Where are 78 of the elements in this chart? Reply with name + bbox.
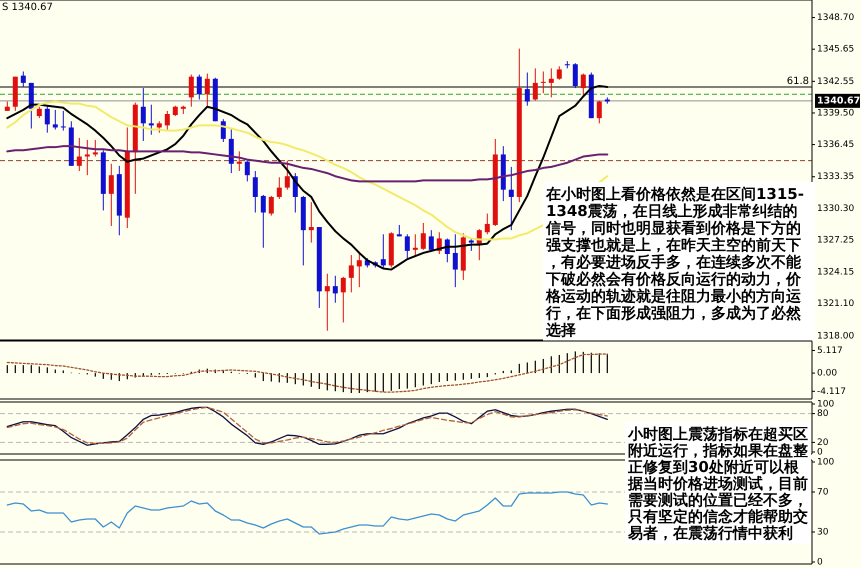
candlestick bbox=[92, 139, 98, 158]
y-tick-label: 70 bbox=[817, 487, 829, 498]
annotation: 61.8 bbox=[786, 76, 809, 88]
annotation: S 1340.67 bbox=[2, 2, 53, 13]
y-tick-label: 100 bbox=[817, 457, 834, 468]
candlestick bbox=[540, 70, 546, 94]
candlestick bbox=[524, 72, 530, 106]
candlestick bbox=[548, 68, 554, 98]
candlestick bbox=[468, 238, 474, 252]
ref-line-label: 1340.67 bbox=[817, 95, 860, 106]
y-tick-label: 1336.45 bbox=[817, 140, 854, 150]
candlestick bbox=[172, 105, 178, 117]
y-tick-label: 1348.70 bbox=[817, 13, 854, 24]
y-tick-label: 1327.25 bbox=[817, 235, 854, 246]
candlestick bbox=[244, 160, 250, 182]
candlestick bbox=[580, 73, 586, 98]
candlestick bbox=[308, 202, 314, 244]
candlestick bbox=[348, 254, 354, 293]
y-tick-label: 100 bbox=[817, 399, 834, 410]
candlestick bbox=[332, 275, 338, 304]
candlestick bbox=[572, 62, 578, 89]
candlestick bbox=[268, 195, 274, 216]
candlestick bbox=[52, 109, 58, 130]
candlestick bbox=[156, 120, 162, 134]
candlestick bbox=[260, 194, 266, 248]
y-tick-label: 1330.30 bbox=[817, 204, 854, 214]
candlestick bbox=[196, 74, 202, 100]
candlestick bbox=[204, 73, 210, 108]
candlestick bbox=[596, 100, 602, 124]
candlestick bbox=[252, 170, 258, 214]
candlestick bbox=[484, 213, 490, 235]
candlestick bbox=[20, 70, 26, 88]
y-tick-label: 1339.50 bbox=[817, 108, 854, 118]
y-tick-label: 5.117 bbox=[817, 346, 843, 356]
y-tick-label: 0 bbox=[817, 557, 823, 568]
line-series bbox=[6, 491, 608, 535]
candlestick bbox=[36, 106, 42, 119]
candlestick bbox=[452, 234, 458, 288]
text: 在小时图上看价格依然是在区间1315-1348震荡，在日线上形成非常纠结的信号，同时也明显获看到价格是下方的强支撑也就是上，在昨天主空的前天下，有必要进场反手多，在连续多次不能下破必然会有价格反向运行的动力，价格运动的轨迹就是往阻力最小的方向运行，在下面形成强阻力，多成为了必然选择 bbox=[546, 185, 804, 339]
candlestick bbox=[4, 101, 10, 112]
y-tick-label: 0.00 bbox=[817, 368, 838, 379]
candlestick bbox=[44, 106, 50, 134]
y-tick-label: 80 bbox=[817, 409, 829, 420]
candlestick bbox=[164, 110, 170, 130]
y-tick-label: 1342.55 bbox=[817, 76, 854, 87]
y-tick-label: -4.117 bbox=[817, 386, 846, 397]
line-series bbox=[6, 353, 608, 393]
y-tick-label: 1321.10 bbox=[817, 299, 854, 310]
candlestick bbox=[340, 276, 346, 323]
y-tick-label: 1318.00 bbox=[817, 331, 854, 342]
y-tick-label: 30 bbox=[817, 527, 829, 538]
candlestick bbox=[236, 150, 242, 172]
candlestick bbox=[428, 230, 434, 252]
candlestick bbox=[404, 234, 410, 259]
y-tick-label: 1333.35 bbox=[817, 172, 854, 182]
candlestick bbox=[188, 74, 194, 108]
candlestick bbox=[412, 234, 418, 258]
candlestick bbox=[396, 224, 402, 237]
candlestick bbox=[108, 163, 114, 226]
candlestick bbox=[60, 110, 66, 132]
candlestick bbox=[148, 104, 154, 136]
candlestick bbox=[420, 222, 426, 250]
y-tick-label: 1324.15 bbox=[817, 268, 854, 278]
candlestick bbox=[140, 88, 146, 142]
candlestick bbox=[324, 273, 330, 332]
y-tick-label: 0 bbox=[817, 447, 823, 458]
candlestick bbox=[380, 234, 386, 268]
candlestick bbox=[508, 166, 514, 231]
candlestick bbox=[276, 176, 282, 200]
y-tick-label: 1345.65 bbox=[817, 44, 854, 55]
text: 小时图上震荡指标在超买区附近运行，指标如果在盘整正修复到30处附近可以根据当时价格进场测试，目前需要测试的位置已经不多，只有坚定的信念才能帮助交易者，在震荡行情中获利 bbox=[627, 425, 808, 542]
candlestick bbox=[532, 68, 538, 102]
line-series bbox=[6, 145, 608, 182]
y-tick-label: 20 bbox=[817, 438, 829, 448]
candlestick bbox=[76, 137, 82, 172]
candlestick bbox=[284, 160, 290, 190]
candlestick bbox=[84, 139, 90, 176]
candlestick bbox=[556, 66, 562, 80]
